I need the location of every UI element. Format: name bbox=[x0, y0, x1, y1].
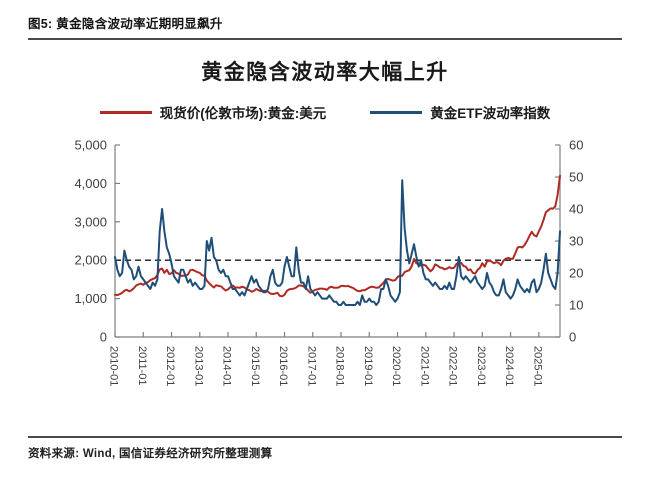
figure-caption: 图5: 黄金隐含波动率近期明显飙升 bbox=[28, 17, 223, 31]
left-axis-tick-label: 1,000 bbox=[74, 291, 107, 306]
legend-item-volatility: 黄金ETF波动率指数 bbox=[370, 102, 550, 122]
chart-canvas: 5,0004,0003,0002,0001,000060504030201002… bbox=[74, 138, 583, 387]
x-axis-tick-label: 2015-01 bbox=[249, 346, 261, 386]
x-axis-tick-label: 2014-01 bbox=[221, 346, 233, 386]
source-caption: 资料来源: Wind, 国信证券经济研究所整理测算 bbox=[28, 448, 273, 460]
x-axis-tick-label: 2017-01 bbox=[305, 346, 317, 386]
x-axis-tick-label: 2010-01 bbox=[108, 346, 120, 386]
legend-label-gold-price: 现货价(伦敦市场):黄金:美元 bbox=[159, 106, 327, 121]
x-axis-tick-label: 2013-01 bbox=[192, 346, 204, 386]
x-axis-tick-label: 2021-01 bbox=[418, 346, 430, 386]
x-axis-tick-label: 2022-01 bbox=[447, 346, 459, 386]
left-axis-tick-label: 2,000 bbox=[74, 253, 107, 268]
right-axis-tick-label: 0 bbox=[569, 330, 576, 345]
x-axis-tick-label: 2023-01 bbox=[475, 346, 487, 386]
x-axis-tick-label: 2012-01 bbox=[164, 346, 176, 386]
left-axis-tick-label: 5,000 bbox=[74, 138, 107, 153]
left-axis-tick-label: 0 bbox=[100, 330, 107, 345]
x-axis-tick-label: 2011-01 bbox=[136, 346, 148, 386]
x-axis-tick-label: 2016-01 bbox=[277, 346, 289, 386]
right-axis-tick-label: 50 bbox=[569, 170, 583, 185]
top-divider bbox=[28, 38, 622, 40]
right-axis-tick-label: 30 bbox=[569, 234, 583, 249]
legend-item-gold-price: 现货价(伦敦市场):黄金:美元 bbox=[99, 102, 327, 122]
chart-title: 黄金隐含波动率大幅上升 bbox=[201, 61, 449, 84]
x-axis-tick-label: 2025-01 bbox=[531, 346, 543, 386]
volatility-line bbox=[114, 179, 561, 306]
legend-label-volatility: 黄金ETF波动率指数 bbox=[430, 106, 551, 121]
gold-price-line-swatch bbox=[99, 110, 152, 114]
chart-legend: 现货价(伦敦市场):黄金:美元 黄金ETF波动率指数 bbox=[0, 102, 650, 122]
x-axis-tick-label: 2024-01 bbox=[503, 346, 515, 386]
x-axis-tick-label: 2018-01 bbox=[334, 346, 346, 386]
left-axis-tick-label: 3,000 bbox=[74, 214, 107, 229]
right-axis-tick-label: 40 bbox=[569, 202, 583, 217]
right-axis-tick-label: 20 bbox=[569, 266, 583, 281]
bottom-divider bbox=[28, 436, 622, 438]
right-axis-tick-label: 60 bbox=[569, 138, 583, 153]
gold-price-line bbox=[114, 174, 561, 298]
right-axis-tick-label: 10 bbox=[569, 298, 583, 313]
x-axis-tick-label: 2019-01 bbox=[362, 346, 374, 386]
x-axis-tick-label: 2020-01 bbox=[390, 346, 402, 386]
volatility-line-swatch bbox=[370, 110, 423, 114]
left-axis-tick-label: 4,000 bbox=[74, 176, 107, 191]
